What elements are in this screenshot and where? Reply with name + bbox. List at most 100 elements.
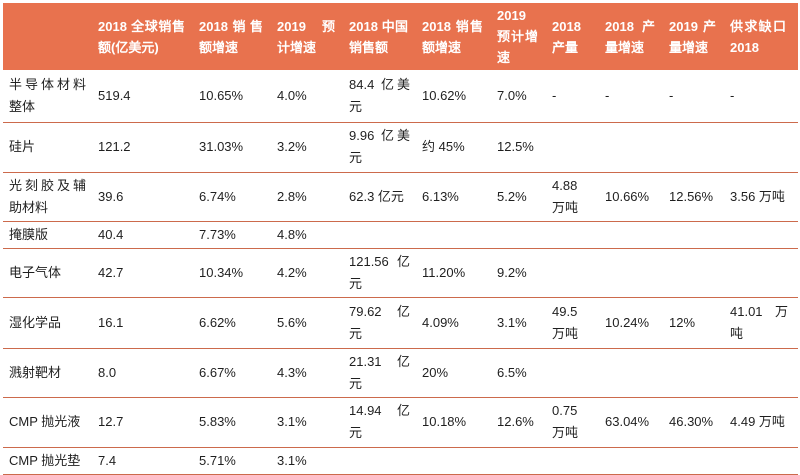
column-header: 2018销售额增速: [197, 3, 275, 70]
table-cell: 4.2%: [277, 264, 307, 280]
table-cell: [603, 348, 667, 397]
table-cell: 6.67%: [199, 364, 236, 380]
table-cell: 62.3 亿元: [349, 188, 404, 204]
table-cell: 10.62%: [422, 87, 467, 103]
table-cell: 10.66%: [605, 188, 650, 204]
table-cell: 6.62%: [199, 314, 236, 330]
table-cell: 31.03%: [199, 139, 244, 154]
table-cell: [728, 348, 798, 397]
row-label: 半导体材料整体: [9, 76, 86, 114]
header-row: 2018 全球销售额(亿美元) 2018销售额增速 2019 预计增速 2018 中国…: [3, 3, 798, 70]
column-header: 供求缺口 2018: [728, 3, 798, 70]
table-cell: 121.56 亿元: [349, 253, 410, 291]
column-header: 2018 全球销售额(亿美元): [96, 3, 197, 70]
table-cell: 7.73%: [199, 226, 236, 242]
table-cell: [603, 221, 667, 248]
row-label: 光刻胶及辅助材料: [9, 177, 86, 215]
table-row: 电子气体 42.7 10.34% 4.2% 121.56 亿元 11.20% 9.2%: [3, 248, 798, 297]
table-cell: 6.13%: [422, 188, 459, 204]
table-cell: [667, 122, 728, 172]
row-label: 电子气体: [9, 264, 62, 280]
table-row: 半导体材料整体 519.4 10.65% 4.0% 84.4 亿美元 10.62% 7.0%…: [3, 70, 798, 122]
table-cell: 12.7: [98, 414, 124, 429]
table-cell: 5.83%: [199, 414, 236, 429]
table-header: 2018 全球销售额(亿美元) 2018销售额增速 2019 预计增速 2018 中国…: [3, 3, 798, 70]
table-cell: 12%: [669, 314, 696, 330]
column-header: 2018 产量增速: [603, 3, 667, 70]
table-cell: [667, 221, 728, 248]
table-cell: -: [669, 87, 674, 103]
table-cell: 12.5%: [497, 139, 534, 154]
table-row: CMP 抛光液 12.7 5.83% 3.1% 14.94 亿元 10.18% 12.6% 0…: [3, 397, 798, 447]
table-cell: 63.04%: [605, 414, 650, 429]
table-cell: 79.62 亿元: [349, 303, 410, 341]
table-cell: 4.8%: [277, 226, 307, 242]
table-row: 掩膜版 40.4 7.73% 4.8%: [3, 221, 798, 248]
table-row: 溅射靶材 8.0 6.67% 4.3% 21.31 亿元 20% 6.5%: [3, 348, 798, 397]
table-cell: 519.4: [98, 87, 131, 103]
table-cell: 9.96 亿美元: [349, 128, 410, 165]
table-cell: 4.09%: [422, 314, 459, 330]
table-cell: 41.01 万吨: [730, 303, 788, 341]
table-cell: 3.56 万吨: [730, 188, 785, 204]
table-cell: 11.20%: [422, 264, 466, 280]
table-cell: 20%: [422, 364, 449, 380]
table-cell: 40.4: [98, 226, 124, 242]
column-header: 2018 产量: [550, 3, 603, 70]
table-cell: 5.6%: [277, 314, 307, 330]
table-cell: 14.94 亿元: [349, 403, 410, 440]
table-cell: 49.5 万吨: [552, 303, 579, 341]
table-cell: [667, 248, 728, 297]
table-cell: 4.0%: [277, 87, 307, 103]
table-cell: 16.1: [98, 314, 124, 330]
table-cell: 8.0: [98, 364, 117, 380]
table-cell: 3.2%: [277, 139, 307, 154]
table-cell: [550, 348, 603, 397]
table-cell: 39.6: [98, 188, 124, 204]
row-label: 溅射靶材: [9, 364, 62, 380]
report-table-container: 2018 全球销售额(亿美元) 2018销售额增速 2019 预计增速 2018 中国…: [3, 3, 798, 475]
table-cell: [495, 221, 550, 248]
column-header: 2019产量增速: [667, 3, 728, 70]
table-cell: [550, 248, 603, 297]
table-cell: [728, 221, 798, 248]
table-cell: 12.56%: [669, 188, 714, 204]
column-header: 2019 预计增速: [275, 3, 347, 70]
table-cell: 3.1%: [277, 414, 307, 429]
column-header: 2019 预计增速: [495, 3, 550, 70]
table-cell: 121.2: [98, 139, 131, 154]
table-cell: 10.34%: [199, 264, 244, 280]
table-cell: 46.30%: [669, 414, 714, 429]
row-label: CMP 抛光液: [9, 414, 81, 429]
table-cell: [728, 122, 798, 172]
table-cell: 10.24%: [605, 314, 650, 330]
table-cell: 10.65%: [199, 87, 244, 103]
row-label: 湿化学品: [9, 314, 62, 330]
table-cell: [420, 221, 495, 248]
table-cell: 9.2%: [497, 264, 527, 280]
table-cell: 42.7: [98, 264, 124, 280]
table-cell: 4.88 万吨: [552, 177, 579, 215]
table-cell: 2.8%: [277, 188, 307, 204]
table-cell: 约 45%: [422, 139, 465, 154]
semiconductor-materials-table: 2018 全球销售额(亿美元) 2018销售额增速 2019 预计增速 2018 中国…: [3, 3, 798, 475]
table-cell: [603, 248, 667, 297]
table-cell: 5.2%: [497, 188, 527, 204]
table-cell: -: [552, 87, 557, 103]
table-cell: 21.31 亿元: [349, 353, 410, 391]
table-row: 湿化学品 16.1 6.62% 5.6% 79.62 亿元 4.09% 3.1% 49.5 万…: [3, 297, 798, 348]
table-cell: [667, 348, 728, 397]
table-cell: -: [730, 87, 735, 103]
table-cell: [550, 221, 603, 248]
table-cell: [728, 248, 798, 297]
table-cell: 84.4 亿美元: [349, 76, 410, 114]
table-cell: 12.6%: [497, 414, 534, 429]
row-label: 掩膜版: [9, 226, 49, 242]
table-cell: 7.0%: [497, 87, 527, 103]
row-label: 硅片: [9, 139, 36, 154]
table-cell: 4.49 万吨: [730, 414, 785, 429]
table-cell: 0.75 万吨: [552, 403, 579, 440]
column-header: 2018 销售额增速: [420, 3, 495, 70]
table-cell: 3.1%: [497, 314, 527, 330]
table-cell: 10.18%: [422, 414, 467, 429]
